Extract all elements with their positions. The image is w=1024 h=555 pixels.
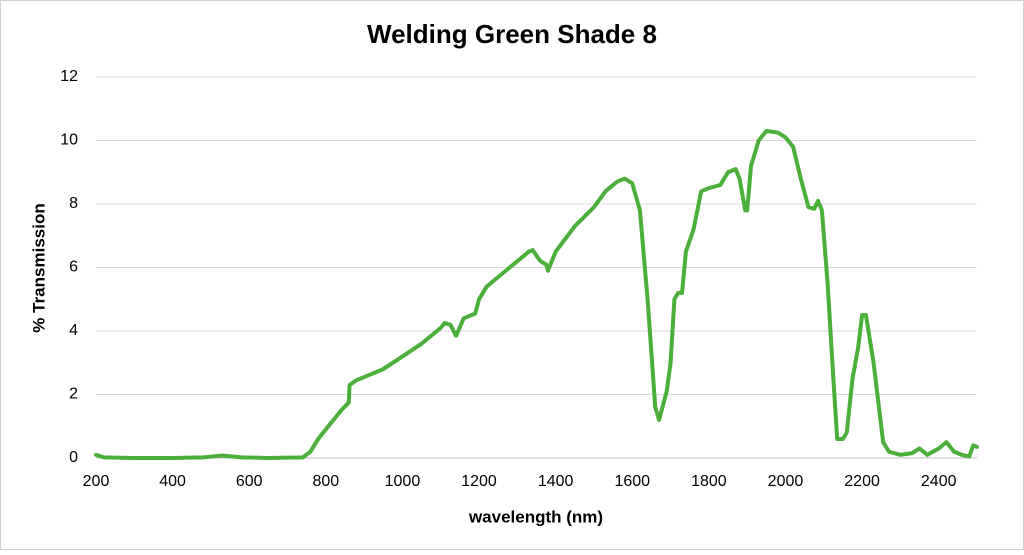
x-tick-label: 2400: [921, 473, 957, 490]
x-tick-label: 1800: [691, 473, 727, 490]
x-tick-label: 2000: [768, 473, 804, 490]
x-tick-label: 400: [159, 473, 186, 490]
x-tick-label: 600: [236, 473, 263, 490]
y-axis-label: % Transmission: [29, 203, 48, 332]
y-tick-label: 8: [69, 195, 78, 212]
x-tick-label: 1600: [614, 473, 650, 490]
x-tick-label: 800: [312, 473, 339, 490]
x-tick-label: 200: [83, 473, 110, 490]
y-tick-label: 6: [69, 259, 78, 276]
x-tick-label: 2200: [844, 473, 880, 490]
y-tick-label: 12: [60, 68, 78, 85]
data-line: [94, 128, 979, 460]
y-tick-label: 0: [69, 449, 78, 466]
y-tick-label: 10: [60, 132, 78, 149]
chart-title: Welding Green Shade 8: [367, 19, 657, 49]
x-tick-label: 1200: [461, 473, 497, 490]
x-axis-label: wavelength (nm): [468, 507, 603, 526]
y-tick-label: 2: [69, 386, 78, 403]
x-tick-label: 1400: [538, 473, 574, 490]
x-tick-label: 1000: [385, 473, 421, 490]
y-tick-label: 4: [69, 322, 78, 339]
